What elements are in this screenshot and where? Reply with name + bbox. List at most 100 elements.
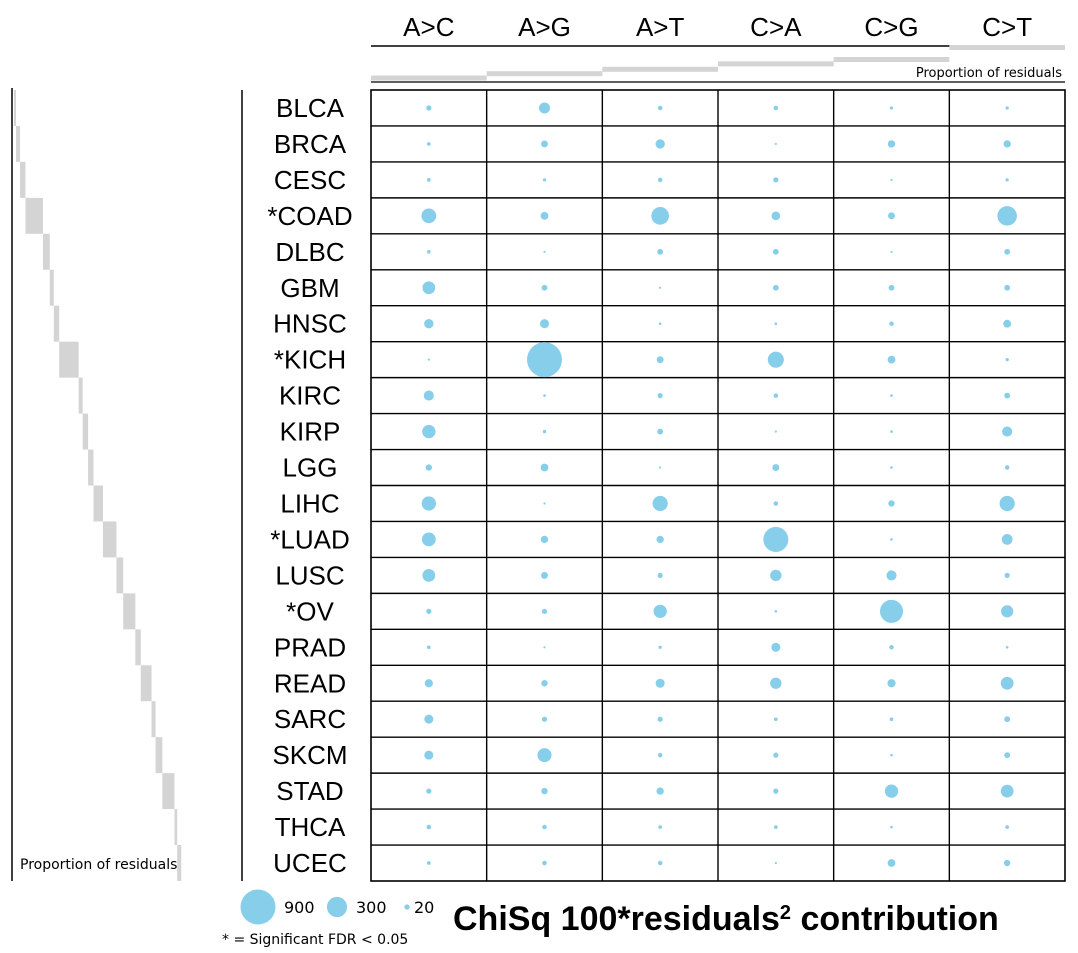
bubble-LUSC-4 — [886, 570, 897, 581]
row-proportion-bar-14 — [123, 593, 136, 630]
bubble-LGG-3 — [772, 464, 780, 471]
row-label-21: UCEC — [273, 848, 347, 878]
bubble-BRCA-1 — [541, 140, 548, 148]
bubble-GBM-0 — [422, 281, 436, 295]
bubble-HNSC-1 — [539, 319, 550, 329]
column-proportion-bar-4 — [833, 57, 950, 62]
bubble-STAD-5 — [1000, 784, 1014, 798]
row-label-20: THCA — [275, 812, 346, 842]
bubble-LUAD-5 — [1001, 534, 1013, 545]
bubble-HNSC-4 — [889, 321, 894, 326]
chart-title-main: ChiSq 100*residuals — [453, 900, 780, 938]
bubble-UCEC-4 — [887, 859, 896, 867]
bubble-CESC-3 — [773, 177, 779, 183]
column-header-1: A>G — [518, 12, 571, 42]
bubble-DLBC-4 — [890, 250, 893, 253]
row-proportion-bar-19 — [162, 773, 175, 810]
bubble-COAD-5 — [997, 206, 1017, 226]
bubble-LGG-0 — [425, 464, 433, 471]
bubble-DLBC-2 — [657, 248, 664, 255]
bubble-BLCA-4 — [889, 106, 894, 110]
bubble-BRCA-5 — [1003, 140, 1011, 148]
row-label-18: SKCM — [272, 740, 347, 770]
row-proportion-bar-1 — [16, 125, 21, 162]
bubble-UCEC-1 — [542, 860, 547, 866]
row-label-6: HNSC — [273, 309, 347, 339]
row-proportion-bar-16 — [140, 665, 152, 702]
bubble-BLCA-0 — [426, 105, 432, 111]
bubble-STAD-1 — [541, 787, 548, 795]
bubble-LGG-1 — [540, 463, 549, 472]
row-label-13: LUSC — [275, 560, 344, 590]
bubble-PRAD-0 — [426, 645, 431, 650]
bubble-GBM-4 — [888, 284, 895, 291]
bubble-KIRP-3 — [774, 430, 777, 433]
bubble-OV-5 — [1001, 605, 1014, 618]
row-label-5: GBM — [280, 273, 339, 303]
bubble-LIHC-0 — [421, 496, 436, 511]
column-header-4: C>G — [864, 12, 918, 42]
bubble-COAD-3 — [771, 211, 781, 221]
bubble-LIHC-1 — [543, 502, 546, 505]
bubble-SKCM-3 — [773, 752, 779, 758]
row-proportion-bar-5 — [49, 269, 54, 306]
bubble-CESC-5 — [1005, 178, 1009, 182]
bubble-BRCA-2 — [655, 139, 665, 149]
legend-bubble-2 — [404, 904, 410, 910]
row-proportion-bar-15 — [135, 629, 141, 666]
row-proportion-label: Proportion of residuals — [20, 857, 177, 873]
bubble-READ-5 — [1000, 676, 1014, 690]
column-header-2: A>T — [636, 12, 685, 42]
bubble-GBM-1 — [541, 284, 548, 291]
bubble-BRCA-4 — [887, 140, 896, 148]
row-label-3: *COAD — [267, 201, 352, 231]
bubble-LUSC-3 — [770, 569, 782, 582]
column-proportion-label: Proportion of residuals — [916, 66, 1062, 81]
bubble-READ-3 — [770, 677, 782, 689]
bubble-KIRP-2 — [657, 428, 664, 435]
bubble-KIRC-2 — [657, 393, 663, 399]
row-proportion-bar-9 — [82, 413, 89, 450]
bubble-HNSC-2 — [658, 322, 662, 326]
column-proportion-bar-0 — [371, 75, 487, 81]
bubble-BLCA-3 — [773, 105, 779, 111]
bubble-KIRP-1 — [542, 429, 547, 434]
bubble-KIRC-4 — [890, 394, 893, 397]
row-proportion-bar-10 — [88, 449, 94, 486]
bubble-LIHC-4 — [888, 500, 895, 507]
chart-title-suffix: contribution — [791, 900, 999, 938]
bubble-DLBC-5 — [1004, 248, 1011, 255]
bubble-COAD-1 — [540, 211, 549, 220]
bubble-OV-4 — [879, 599, 904, 623]
bubble-THCA-3 — [773, 825, 778, 829]
bubble-GBM-3 — [772, 284, 779, 291]
bubble-CESC-2 — [657, 177, 663, 183]
row-proportion-bar-20 — [174, 809, 178, 846]
row-label-8: KIRC — [279, 381, 341, 411]
legend-bubble-1 — [326, 896, 348, 918]
bubble-THCA-2 — [658, 825, 663, 829]
row-label-16: READ — [274, 668, 346, 698]
row-proportion-bar-13 — [116, 557, 124, 594]
bubble-UCEC-0 — [426, 861, 431, 865]
row-label-10: LGG — [283, 453, 338, 483]
bubble-KIRP-5 — [1002, 426, 1013, 437]
bubble-SARC-4 — [889, 717, 894, 722]
row-label-2: CESC — [274, 165, 346, 195]
bubble-KICH-5 — [1005, 358, 1009, 362]
bubble-OV-1 — [541, 608, 548, 614]
row-label-11: LIHC — [280, 488, 339, 518]
bubble-LUAD-3 — [763, 526, 789, 552]
bubble-LUSC-0 — [422, 568, 436, 582]
bubble-UCEC-3 — [774, 861, 777, 865]
bubble-KICH-3 — [767, 351, 784, 368]
column-proportion-bar-2 — [602, 66, 718, 72]
bubble-COAD-4 — [888, 212, 895, 220]
bubble-READ-1 — [541, 680, 548, 687]
bubble-BLCA-1 — [538, 102, 551, 114]
bubble-OV-3 — [774, 610, 778, 613]
row-proportion-bar-18 — [155, 737, 163, 774]
bubble-BLCA-2 — [657, 105, 663, 111]
bubble-SKCM-1 — [537, 748, 552, 763]
